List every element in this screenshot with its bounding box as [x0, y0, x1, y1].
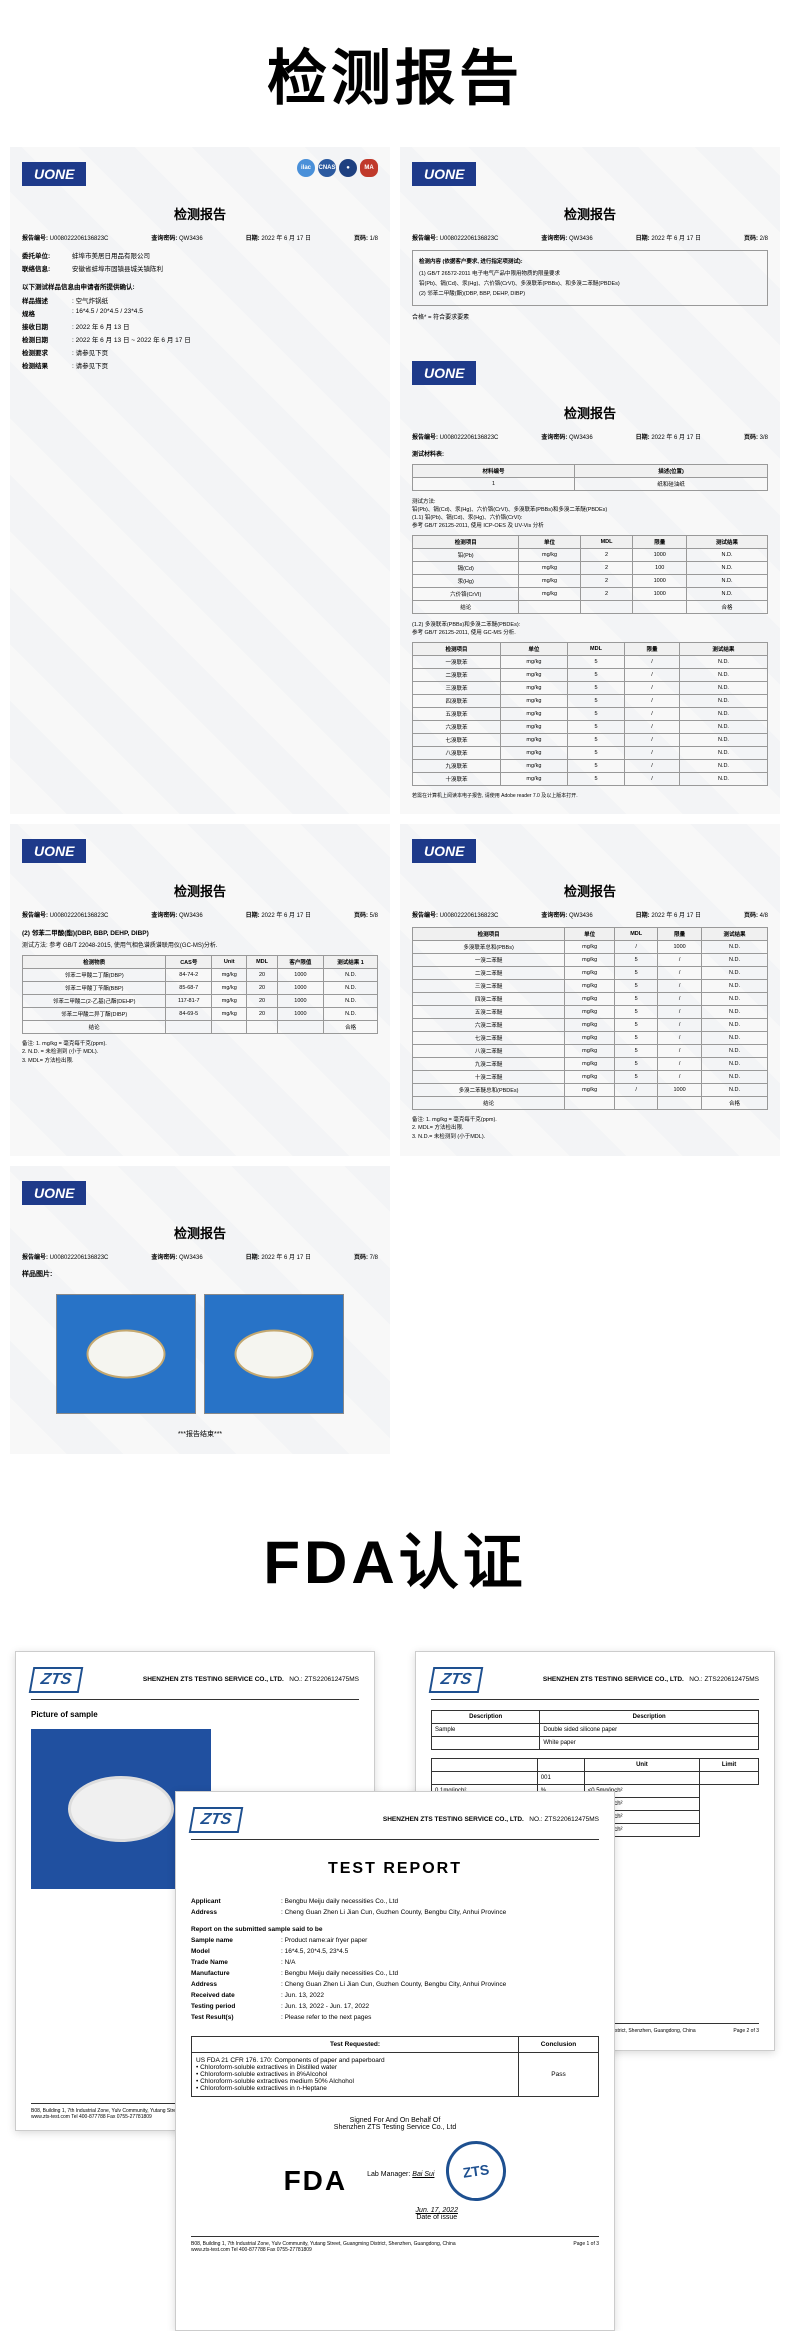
- fda-doc-center: ZTS SHENZHEN ZTS TESTING SERVICE CO., LT…: [175, 1791, 615, 2331]
- cert-icons: ilac CNAS ● MA: [297, 159, 378, 177]
- sample-photo: [204, 1294, 344, 1414]
- inspection-title: 检测报告: [0, 0, 790, 147]
- fda-title: FDA认证: [0, 1484, 790, 1631]
- cert-icon: MA: [360, 159, 378, 177]
- report-subtitle: 检测报告: [22, 204, 378, 223]
- report-card-6: UONE 检测报告 报告编号: U008022206136823C 查询密码: …: [400, 824, 780, 1156]
- cert-icon: ilac: [297, 159, 315, 177]
- zts-stamp-icon: ZTS: [443, 2137, 511, 2205]
- report-card-5: UONE 检测报告 报告编号: U008022206136823C 查询密码: …: [10, 1166, 390, 1454]
- fda-section: ZTS SHENZHEN ZTS TESTING SERVICE CO., LT…: [0, 1631, 790, 2331]
- test-report-title: TEST REPORT: [191, 1860, 599, 1878]
- uone-badge: UONE: [22, 1181, 86, 1205]
- uone-badge: UONE: [22, 839, 86, 863]
- report-card-2: UONE 检测报告 报告编号: U008022206136823C 查询密码: …: [400, 147, 780, 814]
- uone-badge: UONE: [412, 162, 476, 186]
- cert-icon: ●: [339, 159, 357, 177]
- cert-icon: CNAS: [318, 159, 336, 177]
- zts-logo: ZTS: [29, 1667, 84, 1693]
- uone-badge: UONE: [22, 162, 86, 186]
- uone-badge: UONE: [412, 839, 476, 863]
- fda-logo-icon: FDA: [284, 2165, 348, 2197]
- report-card-1: UONE ilac CNAS ● MA 检测报告 报告编号: U00802220…: [10, 147, 390, 814]
- sample-photo: [56, 1294, 196, 1414]
- reports-grid: UONE ilac CNAS ● MA 检测报告 报告编号: U00802220…: [0, 147, 790, 1484]
- report-card-3: UONE 检测报告 报告编号: U008022206136823C 查询密码: …: [10, 824, 390, 1156]
